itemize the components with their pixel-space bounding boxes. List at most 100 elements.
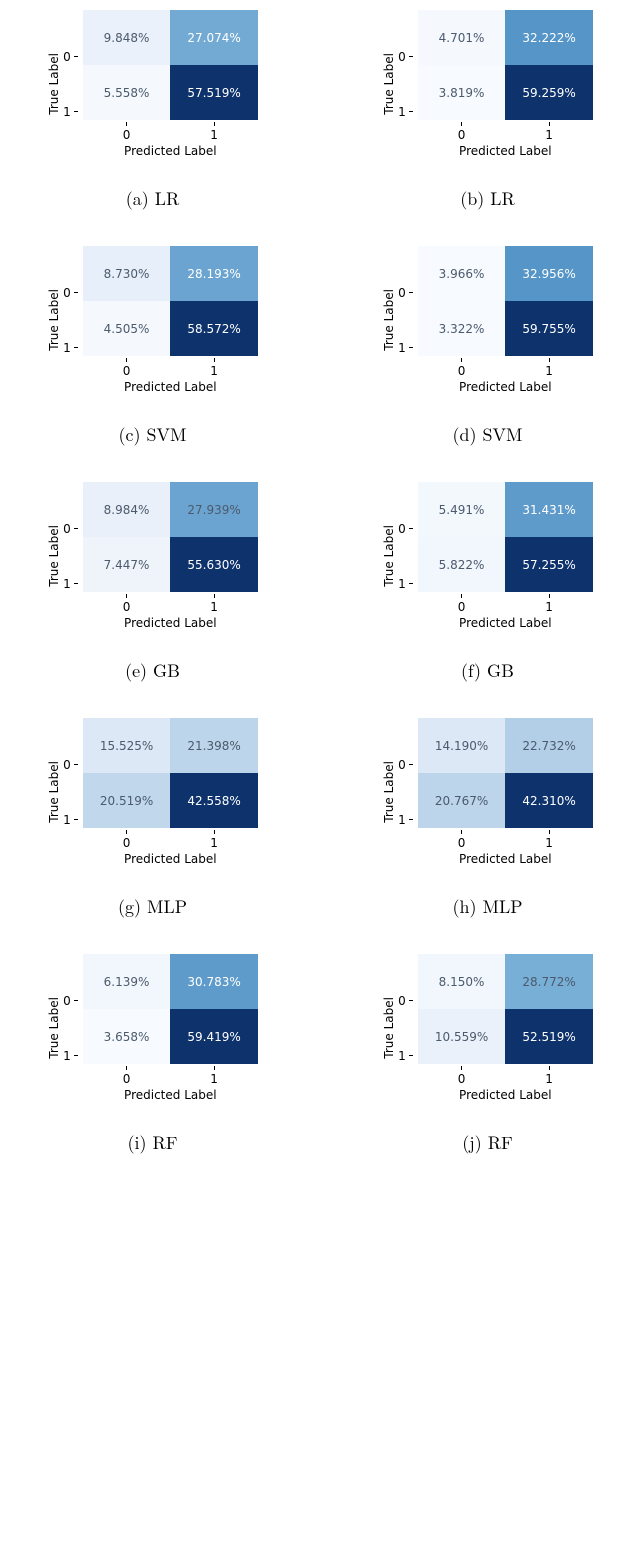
heatmap-cell: 3.819%: [418, 65, 506, 120]
panel-caption: (j) RF: [462, 1130, 513, 1155]
x-tick-label: 0: [458, 1072, 466, 1086]
y-ticks: 01: [398, 501, 413, 611]
heatmap: 4.701%32.222%3.819%59.259%: [418, 10, 593, 120]
confusion-matrix-panel: True Label019.848%27.074%5.558%57.519%01…: [10, 10, 295, 211]
y-axis-label: True Label: [382, 997, 396, 1059]
heatmap-cell: 32.222%: [505, 10, 593, 65]
y-axis-label: True Label: [47, 525, 61, 587]
heatmap-cell: 20.519%: [83, 773, 171, 828]
y-ticks: 01: [63, 973, 78, 1083]
heatmap-cell: 7.447%: [83, 537, 171, 592]
x-tick-label: 0: [123, 128, 131, 142]
heatmap-cell: 5.822%: [418, 537, 506, 592]
confusion-matrix-panel: True Label014.701%32.222%3.819%59.259%01…: [345, 10, 630, 211]
y-tick-label: 0: [63, 759, 71, 771]
panel-caption: (a) LR: [126, 186, 180, 211]
heatmap-cell: 31.431%: [505, 482, 593, 537]
heatmap-cell: 27.939%: [170, 482, 258, 537]
heatmap-cell: 52.519%: [505, 1009, 593, 1064]
x-ticks: 01: [418, 1066, 593, 1086]
y-axis-label: True Label: [47, 761, 61, 823]
x-axis-label: Predicted Label: [83, 616, 258, 630]
x-ticks: 01: [83, 1066, 258, 1086]
panel-caption: (f) GB: [461, 658, 514, 683]
heatmap-cell: 20.767%: [418, 773, 506, 828]
heatmap-cell: 59.419%: [170, 1009, 258, 1064]
y-ticks: 01: [63, 29, 78, 139]
y-tick-label: 1: [63, 342, 71, 354]
heatmap-cell: 4.505%: [83, 301, 171, 356]
x-ticks: 01: [83, 594, 258, 614]
x-tick-label: 1: [545, 128, 553, 142]
x-axis-label: Predicted Label: [83, 1088, 258, 1102]
y-tick-label: 1: [398, 814, 406, 826]
heatmap-cell: 10.559%: [418, 1009, 506, 1064]
x-axis-label: Predicted Label: [418, 144, 593, 158]
chart-area: True Label018.150%28.772%10.559%52.519%0…: [382, 954, 593, 1102]
heatmap: 5.491%31.431%5.822%57.255%: [418, 482, 593, 592]
x-axis-label: Predicted Label: [418, 852, 593, 866]
chart-area: True Label013.966%32.956%3.322%59.755%01…: [382, 246, 593, 394]
y-tick-label: 0: [63, 51, 71, 63]
heatmap: 6.139%30.783%3.658%59.419%: [83, 954, 258, 1064]
x-tick-label: 1: [545, 364, 553, 378]
x-tick-label: 0: [123, 364, 131, 378]
x-ticks: 01: [83, 358, 258, 378]
y-tick-label: 0: [63, 995, 71, 1007]
chart-area: True Label019.848%27.074%5.558%57.519%01…: [47, 10, 258, 158]
x-tick-label: 1: [210, 364, 218, 378]
x-axis-label: Predicted Label: [418, 1088, 593, 1102]
heatmap-cell: 27.074%: [170, 10, 258, 65]
heatmap: 15.525%21.398%20.519%42.558%: [83, 718, 258, 828]
confusion-matrix-panel: True Label018.984%27.939%7.447%55.630%01…: [10, 482, 295, 683]
confusion-matrix-panel: True Label018.730%28.193%4.505%58.572%01…: [10, 246, 295, 447]
heatmap-cell: 22.732%: [505, 718, 593, 773]
y-tick-label: 1: [398, 342, 406, 354]
heatmap-cell: 42.310%: [505, 773, 593, 828]
x-tick-label: 1: [210, 128, 218, 142]
heatmap-cell: 32.956%: [505, 246, 593, 301]
y-tick-label: 1: [398, 1050, 406, 1062]
y-tick-label: 1: [398, 578, 406, 590]
x-tick-label: 0: [123, 1072, 131, 1086]
x-ticks: 01: [418, 122, 593, 142]
confusion-matrix-panel: True Label0 1 14.190%22.732%20.767%42.310%…: [345, 718, 630, 919]
heatmap-cell: 3.322%: [418, 301, 506, 356]
panel-caption: (g) MLP: [118, 894, 187, 919]
chart-area: True Label014.701%32.222%3.819%59.259%01…: [382, 10, 593, 158]
y-tick-label: 0: [398, 759, 406, 771]
x-tick-label: 1: [545, 836, 553, 850]
panel-caption: (d) SVM: [452, 422, 522, 447]
x-tick-label: 1: [210, 600, 218, 614]
heatmap-cell: 28.772%: [505, 954, 593, 1009]
confusion-matrix-panel: True Label013.966%32.956%3.322%59.755%01…: [345, 246, 630, 447]
y-tick-label: 1: [63, 578, 71, 590]
y-tick-label: 1: [63, 106, 71, 118]
heatmap-cell: 8.984%: [83, 482, 171, 537]
y-axis-label: True Label: [382, 53, 396, 115]
x-tick-label: 1: [210, 836, 218, 850]
heatmap-cell: 5.491%: [418, 482, 506, 537]
y-ticks: 01: [63, 501, 78, 611]
x-axis-label: Predicted Label: [83, 144, 258, 158]
y-axis-label: True Label: [382, 289, 396, 351]
x-axis-label: Predicted Label: [418, 380, 593, 394]
x-axis-label: Predicted Label: [83, 852, 258, 866]
y-tick-label: 0: [398, 287, 406, 299]
y-axis-label: True Label: [382, 761, 396, 823]
heatmap-cell: 15.525%: [83, 718, 171, 773]
heatmap-cell: 58.572%: [170, 301, 258, 356]
y-tick-label: 0: [398, 51, 406, 63]
heatmap-cell: 14.190%: [418, 718, 506, 773]
heatmap-cell: 9.848%: [83, 10, 171, 65]
heatmap: 14.190%22.732%20.767%42.310%: [418, 718, 593, 828]
confusion-matrix-panel: True Label018.150%28.772%10.559%52.519%0…: [345, 954, 630, 1155]
x-tick-label: 0: [458, 128, 466, 142]
heatmap-cell: 4.701%: [418, 10, 506, 65]
panel-caption: (c) SVM: [118, 422, 186, 447]
panel-caption: (b) LR: [460, 186, 515, 211]
heatmap: 8.150%28.772%10.559%52.519%: [418, 954, 593, 1064]
x-ticks: 01: [83, 830, 258, 850]
y-axis-label: True Label: [47, 997, 61, 1059]
y-tick-label: 1: [398, 106, 406, 118]
